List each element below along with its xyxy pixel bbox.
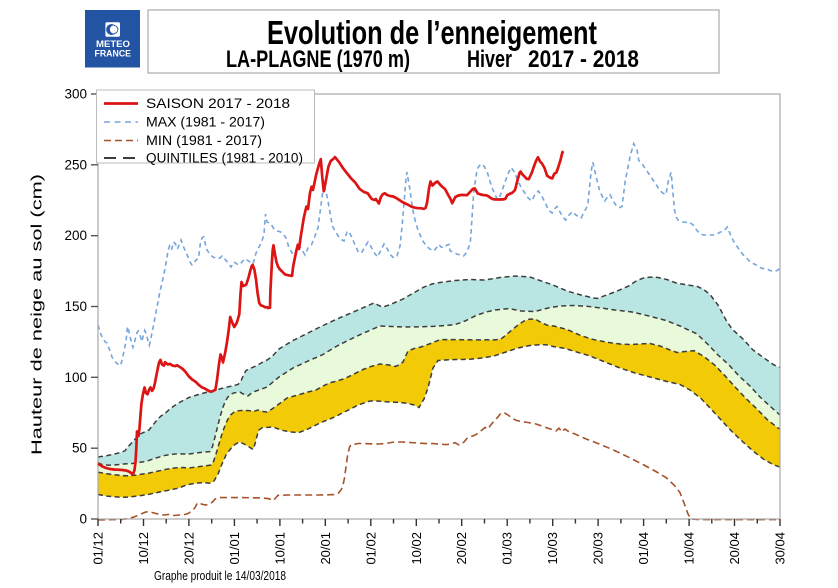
svg-text:0: 0 bbox=[79, 512, 87, 527]
svg-text:20/02: 20/02 bbox=[454, 532, 469, 565]
svg-text:20/04: 20/04 bbox=[727, 532, 742, 565]
svg-text:10/04: 10/04 bbox=[682, 532, 697, 565]
svg-text:01/04: 01/04 bbox=[636, 532, 651, 565]
svg-text:20/03: 20/03 bbox=[591, 532, 606, 565]
svg-text:2017 - 2018: 2017 - 2018 bbox=[528, 46, 639, 73]
svg-text:QUINTILES (1981 - 2010): QUINTILES (1981 - 2010) bbox=[146, 151, 303, 166]
svg-text:100: 100 bbox=[64, 370, 87, 385]
svg-text:01/01: 01/01 bbox=[227, 532, 242, 565]
svg-text:50: 50 bbox=[72, 441, 87, 456]
svg-text:20/01: 20/01 bbox=[318, 532, 333, 565]
svg-text:10/03: 10/03 bbox=[545, 532, 560, 565]
svg-text:Hiver: Hiver bbox=[467, 46, 512, 73]
svg-text:MAX (1981 - 2017): MAX (1981 - 2017) bbox=[146, 115, 265, 130]
svg-text:250: 250 bbox=[64, 157, 87, 172]
svg-text:SAISON 2017 - 2018: SAISON 2017 - 2018 bbox=[146, 96, 290, 111]
svg-text:300: 300 bbox=[64, 87, 87, 102]
svg-text:MIN (1981 - 2017): MIN (1981 - 2017) bbox=[146, 133, 262, 148]
svg-text:20/12: 20/12 bbox=[181, 532, 196, 565]
svg-text:10/12: 10/12 bbox=[136, 532, 151, 565]
svg-text:Evolution de l’enneigement: Evolution de l’enneigement bbox=[267, 14, 597, 51]
svg-text:01/03: 01/03 bbox=[500, 532, 515, 565]
svg-text:Graphe produit le 14/03/2018: Graphe produit le 14/03/2018 bbox=[154, 569, 286, 583]
svg-text:FRANCE: FRANCE bbox=[95, 49, 132, 59]
svg-text:METEO: METEO bbox=[96, 39, 130, 49]
svg-text:10/02: 10/02 bbox=[409, 532, 424, 565]
svg-text:LA-PLAGNE (1970 m): LA-PLAGNE (1970 m) bbox=[226, 46, 410, 73]
svg-text:200: 200 bbox=[64, 228, 87, 243]
svg-text:10/01: 10/01 bbox=[272, 532, 287, 565]
svg-text:01/12: 01/12 bbox=[91, 532, 106, 565]
svg-text:30/04: 30/04 bbox=[773, 532, 788, 565]
svg-text:150: 150 bbox=[64, 299, 87, 314]
svg-text:Hauteur de neige au sol (cm): Hauteur de neige au sol (cm) bbox=[29, 174, 46, 455]
svg-text:01/02: 01/02 bbox=[363, 532, 378, 565]
